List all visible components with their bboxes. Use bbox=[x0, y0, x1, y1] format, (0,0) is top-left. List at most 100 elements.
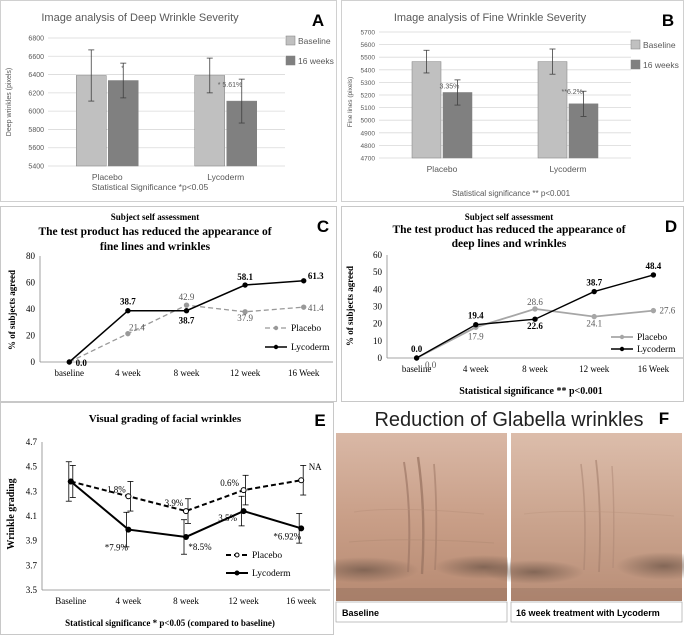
y-tick-label: 6800 bbox=[28, 36, 44, 43]
y-axis-label: Wrinkle grading bbox=[6, 478, 17, 549]
data-label: 1.8% bbox=[107, 484, 126, 494]
y-axis-label: % of subjects agreed bbox=[7, 270, 17, 350]
x-tick-label: 16 week bbox=[286, 596, 317, 606]
legend-label: Lycoderm bbox=[291, 343, 330, 353]
y-tick-label: 4800 bbox=[361, 143, 376, 150]
data-point bbox=[532, 306, 538, 312]
y-tick-label: 5500 bbox=[361, 55, 376, 62]
annotation: * 5.61% bbox=[218, 82, 243, 89]
x-axis-label: Statistical significance ** p<0.001 bbox=[459, 386, 602, 397]
x-tick-label: 8 week bbox=[522, 364, 548, 374]
legend-swatch bbox=[285, 55, 296, 66]
x-tick-label: 12 week bbox=[579, 364, 610, 374]
chart-panel-e: Visual grading of facial wrinkles E Wrin… bbox=[0, 402, 334, 635]
y-tick-label: 5200 bbox=[361, 93, 376, 100]
data-label: 38.7 bbox=[120, 297, 136, 307]
y-tick-label: 3.9 bbox=[26, 536, 38, 546]
y-tick-label: 4.5 bbox=[26, 462, 38, 472]
y-tick-label: 60 bbox=[373, 250, 383, 260]
legend-label: Placebo bbox=[637, 333, 667, 343]
chart-panel-a: Image analysis of Deep Wrinkle Severity … bbox=[0, 0, 337, 202]
y-tick-label: 3.5 bbox=[26, 585, 38, 595]
y-axis-label: Deep wrinkles (pixels) bbox=[6, 68, 13, 136]
data-label: *8.5% bbox=[188, 542, 212, 552]
legend-marker bbox=[619, 334, 625, 340]
data-label: 17.9 bbox=[468, 331, 484, 341]
fine-lines-self-assessment-chart: Subject self assessment The test product… bbox=[0, 206, 337, 402]
baseline-caption: Baseline bbox=[342, 608, 379, 618]
legend-marker bbox=[234, 570, 240, 576]
data-label: 0.0 bbox=[76, 358, 88, 368]
y-tick-label: 80 bbox=[26, 251, 36, 261]
legend-marker bbox=[234, 552, 240, 558]
data-label: 61.3 bbox=[308, 271, 324, 281]
x-tick-label: baseline bbox=[402, 364, 432, 374]
legend-label: Baseline bbox=[643, 40, 676, 50]
panel-letter: B bbox=[662, 11, 674, 30]
data-point bbox=[125, 493, 132, 500]
annotation: **6.2% bbox=[562, 89, 583, 96]
deep-lines-self-assessment-chart: Subject self assessment The test product… bbox=[341, 206, 684, 402]
annotation: * bbox=[121, 66, 124, 73]
y-tick-label: 3.7 bbox=[26, 560, 38, 570]
data-label: *6.92% bbox=[273, 531, 301, 541]
x-tick-label: 4 week bbox=[463, 364, 489, 374]
y-tick-label: 6000 bbox=[28, 109, 44, 116]
data-label: 3.5% bbox=[218, 513, 237, 523]
data-point bbox=[301, 278, 307, 284]
panel-letter: C bbox=[317, 217, 329, 236]
visual-grading-chart: Visual grading of facial wrinkles E Wrin… bbox=[0, 402, 334, 635]
y-tick-label: 5800 bbox=[28, 127, 44, 134]
y-tick-label: 4.1 bbox=[26, 511, 37, 521]
x-tick-label: 12 week bbox=[230, 368, 261, 378]
deep-wrinkle-bar-chart: Image analysis of Deep Wrinkle Severity … bbox=[0, 0, 337, 202]
x-tick-label: 4 week bbox=[116, 596, 142, 606]
y-tick-label: 4.7 bbox=[26, 437, 38, 447]
legend-label: Baseline bbox=[298, 36, 331, 46]
y-tick-label: 5600 bbox=[28, 145, 44, 152]
x-tick-label: baseline bbox=[55, 368, 85, 378]
data-label: 27.6 bbox=[660, 306, 676, 316]
data-point bbox=[125, 330, 131, 337]
legend-label: 16 weeks bbox=[298, 56, 334, 66]
panel-letter: D bbox=[665, 217, 677, 236]
data-point bbox=[183, 302, 190, 308]
photo-title: Reduction of Glabella wrinkles bbox=[374, 409, 643, 431]
y-tick-label: 6400 bbox=[28, 72, 44, 79]
legend-label: Placebo bbox=[252, 551, 282, 561]
x-tick-label: Lycoderm bbox=[549, 164, 586, 174]
data-label: 58.1 bbox=[237, 272, 253, 282]
fine-wrinkle-bar-chart: Image analysis of Fine Wrinkle Severity … bbox=[341, 0, 684, 202]
y-tick-label: 40 bbox=[373, 284, 383, 294]
y-tick-label: 5600 bbox=[361, 42, 376, 49]
data-label: 22.6 bbox=[527, 321, 543, 331]
panel-letter: F bbox=[659, 409, 669, 428]
data-point bbox=[67, 478, 74, 485]
chart-panel-b: Image analysis of Fine Wrinkle Severity … bbox=[341, 0, 684, 202]
data-point bbox=[413, 355, 420, 361]
legend-label: Placebo bbox=[291, 324, 321, 334]
y-tick-label: 20 bbox=[373, 319, 383, 329]
data-label: 38.7 bbox=[179, 316, 195, 326]
y-tick-label: 6200 bbox=[28, 90, 44, 97]
x-tick-label: Lycoderm bbox=[207, 172, 244, 182]
data-point bbox=[183, 533, 189, 540]
chart-supertitle: Subject self assessment bbox=[111, 212, 200, 222]
legend-label: Lycoderm bbox=[637, 345, 676, 355]
data-label: 37.9 bbox=[237, 313, 253, 323]
legend-marker bbox=[619, 346, 625, 352]
legend: Baseline 16 weeks bbox=[630, 39, 679, 70]
y-tick-label: 20 bbox=[26, 331, 36, 341]
data-label: 21.4 bbox=[129, 323, 145, 333]
y-tick-label: 5100 bbox=[361, 105, 376, 112]
x-tick-label: 8 week bbox=[174, 368, 200, 378]
x-tick-label: Placebo bbox=[92, 172, 123, 182]
x-tick-label: Baseline bbox=[55, 596, 86, 606]
chart-title: Image analysis of Deep Wrinkle Severity bbox=[41, 12, 239, 24]
chart-title: Visual grading of facial wrinkles bbox=[89, 413, 242, 425]
bar bbox=[411, 61, 442, 159]
data-point bbox=[183, 508, 189, 515]
y-axis-label: Fine lines (pixels) bbox=[347, 77, 354, 128]
data-point bbox=[125, 526, 132, 533]
chart-panel-c: Subject self assessment The test product… bbox=[0, 206, 337, 402]
